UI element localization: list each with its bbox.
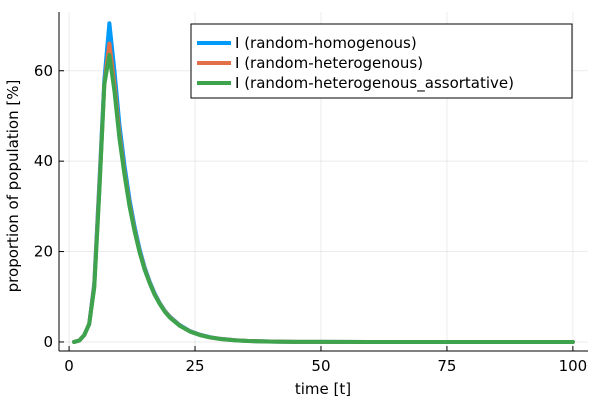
x-axis-label: time [t] <box>295 380 351 398</box>
x-tick-label-2: 50 <box>311 357 330 375</box>
axes <box>58 12 588 352</box>
y-tick-label-2: 40 <box>34 152 53 170</box>
x-tick-label-1: 25 <box>185 357 204 375</box>
legend-box <box>190 23 573 99</box>
y-tick-label-1: 20 <box>34 243 53 261</box>
series-line-2 <box>72 52 575 344</box>
legend-label-0: I (random-homogenous) <box>235 34 417 52</box>
x-tick-label-3: 75 <box>437 357 456 375</box>
y-axis-label: proportion of population [%] <box>4 80 22 293</box>
x-tick-label-4: 100 <box>559 357 588 375</box>
legend-label-2: I (random-heterogenous_assortative) <box>235 74 514 93</box>
x-tick-label-0: 0 <box>64 357 74 375</box>
y-tick-label-0: 0 <box>43 333 53 351</box>
y-tick-label-3: 60 <box>34 62 53 80</box>
legend-label-1: I (random-heterogenous) <box>235 54 423 72</box>
series-group <box>72 21 575 344</box>
legend: I (random-homogenous) I (random-heterogen… <box>190 23 573 99</box>
tick-labels: 0 25 50 75 100 0 20 40 60 <box>34 62 587 375</box>
